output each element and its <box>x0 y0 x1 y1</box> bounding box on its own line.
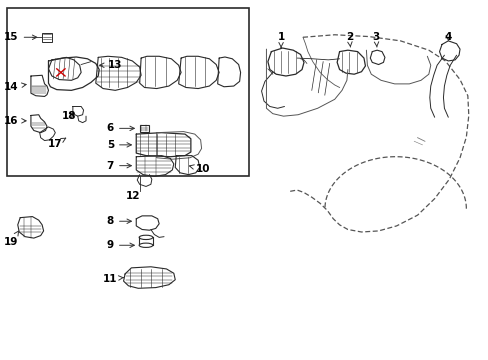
Bar <box>6 8 249 176</box>
Text: 15: 15 <box>4 32 37 42</box>
Text: 12: 12 <box>126 191 140 201</box>
Text: 7: 7 <box>106 161 131 171</box>
Text: 16: 16 <box>4 116 26 126</box>
Text: 5: 5 <box>106 140 131 150</box>
Text: 3: 3 <box>372 32 379 47</box>
Text: 2: 2 <box>345 32 352 47</box>
Text: 14: 14 <box>4 82 26 92</box>
Text: 19: 19 <box>4 231 19 247</box>
Text: 6: 6 <box>106 123 134 133</box>
Text: 9: 9 <box>106 240 134 250</box>
Text: 10: 10 <box>189 164 210 174</box>
Bar <box>42 33 52 42</box>
Text: 8: 8 <box>106 216 131 226</box>
Text: 4: 4 <box>444 32 451 41</box>
Text: 17: 17 <box>48 138 65 149</box>
Text: 11: 11 <box>103 274 123 284</box>
Bar <box>140 125 149 132</box>
Text: 18: 18 <box>61 111 76 121</box>
Ellipse shape <box>139 243 153 247</box>
Text: 13: 13 <box>100 60 122 70</box>
Text: 1: 1 <box>277 32 284 47</box>
Ellipse shape <box>139 235 153 239</box>
